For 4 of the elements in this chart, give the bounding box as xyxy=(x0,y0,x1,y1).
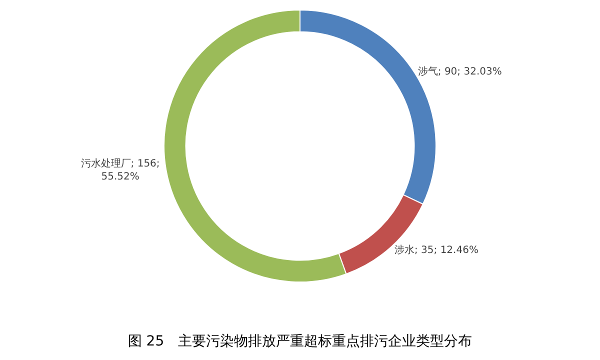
slice-label: 涉水; 35; 12.46% xyxy=(394,244,478,256)
slice-label: 涉气; 90; 32.03% xyxy=(418,66,502,78)
text: 图 25 主要污染物排放严重超标重点排污企业类型分布 xyxy=(128,334,472,350)
slice-label: 污水处理厂; 156; 55.52% xyxy=(80,157,160,182)
